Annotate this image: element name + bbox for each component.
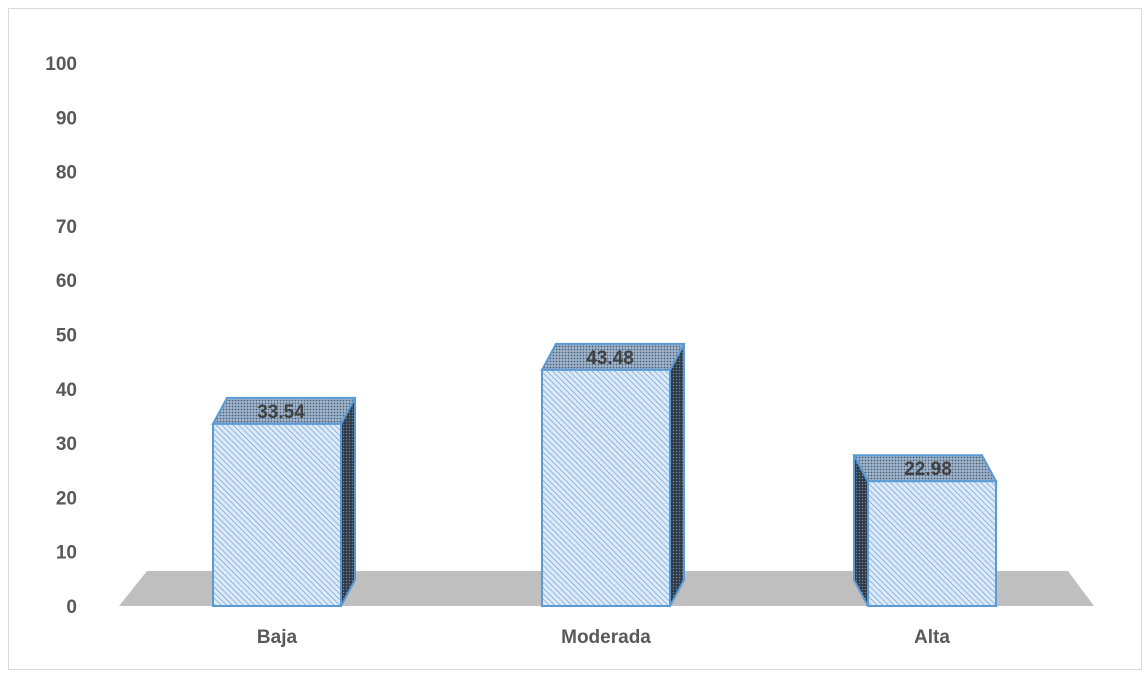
y-tick-label: 100: [45, 54, 77, 75]
bar-front-face: [541, 368, 671, 607]
bar-moderada: [540, 342, 686, 607]
y-tick-label: 60: [56, 271, 77, 292]
bar-side-face: [340, 397, 356, 607]
bar-front-face: [212, 422, 342, 607]
labels-layer: 33.54 43.48 22.98: [257, 348, 952, 480]
bar-alta: [852, 454, 998, 607]
y-tick-label: 80: [56, 163, 77, 184]
y-tick-label: 50: [56, 326, 77, 347]
y-tick-label: 30: [56, 434, 77, 455]
data-label: 22.98: [904, 459, 952, 480]
bar-baja: [211, 396, 357, 607]
bars-layer: [211, 342, 998, 607]
bar-front-face: [867, 480, 997, 607]
x-tick-label: Baja: [257, 627, 298, 648]
y-tick-label: 90: [56, 108, 77, 129]
x-tick-label: Alta: [914, 627, 950, 648]
y-axis: 0 10 20 30 40 50 60 70 80 90 100: [45, 54, 77, 618]
y-tick-label: 0: [66, 597, 77, 618]
data-label: 33.54: [257, 402, 305, 423]
y-tick-label: 40: [56, 380, 77, 401]
y-tick-label: 20: [56, 488, 77, 509]
x-tick-label: Moderada: [561, 627, 651, 648]
y-tick-label: 70: [56, 217, 77, 238]
bar-side-face: [669, 343, 685, 607]
x-axis: Baja Moderada Alta: [257, 627, 950, 648]
data-label: 43.48: [586, 348, 634, 369]
y-tick-label: 10: [56, 543, 77, 564]
